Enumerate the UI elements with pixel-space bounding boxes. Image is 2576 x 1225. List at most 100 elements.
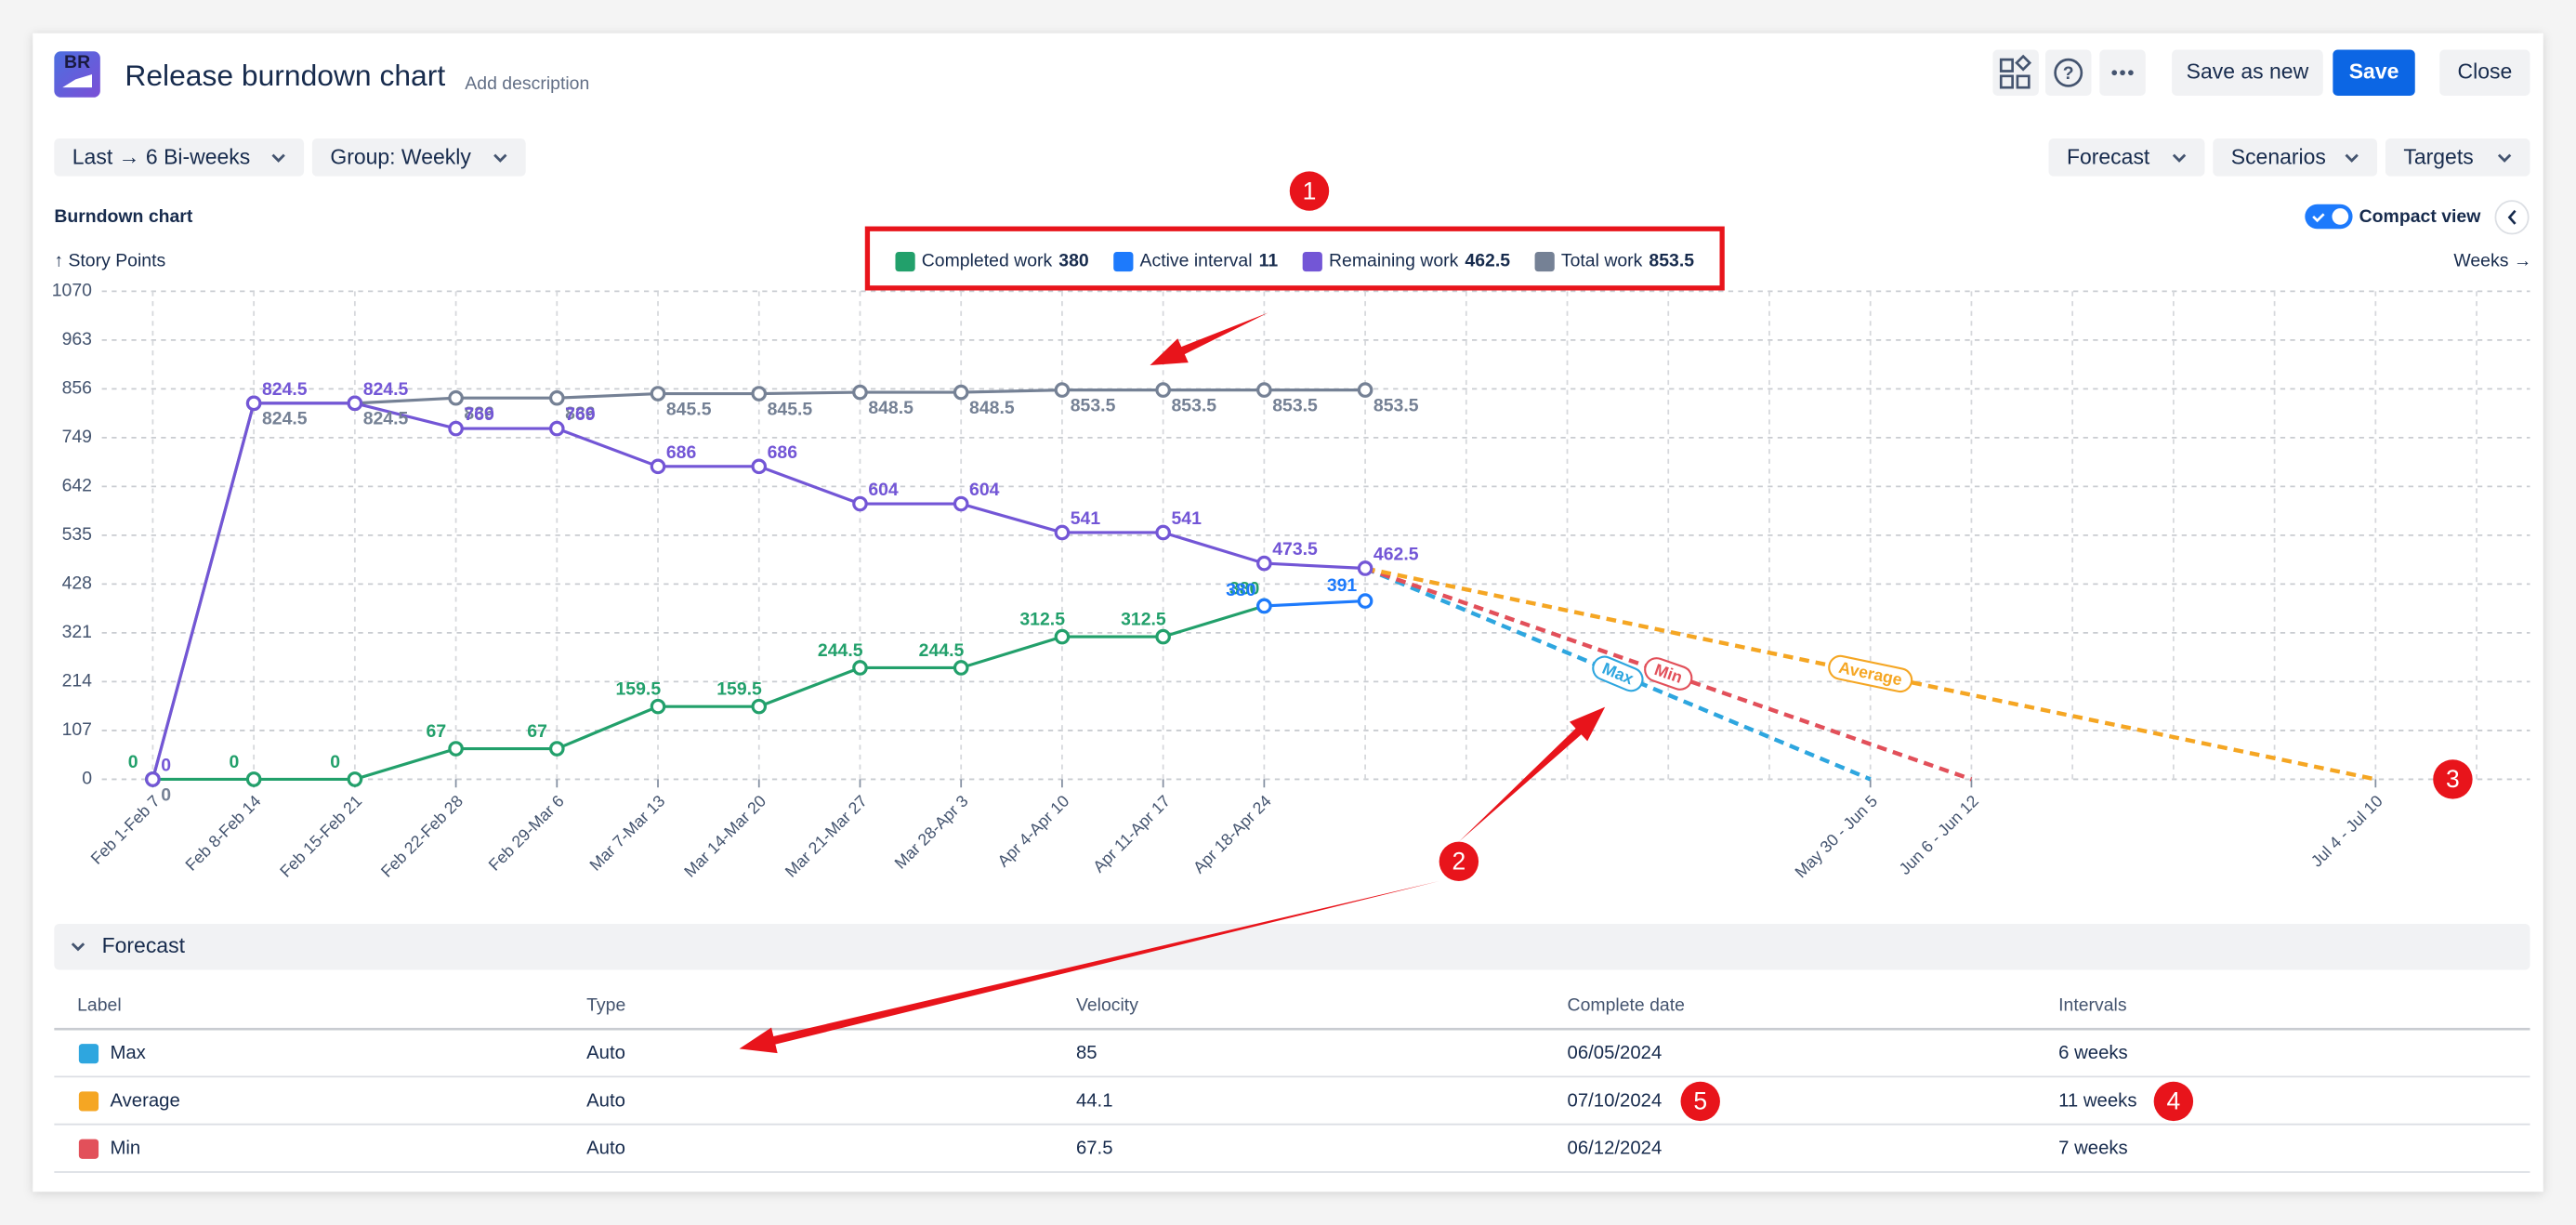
data-point bbox=[347, 395, 363, 412]
header-button[interactable] bbox=[2333, 49, 2415, 97]
legend-swatch bbox=[1113, 251, 1134, 272]
data-point bbox=[448, 741, 464, 757]
data-label: 848.5 bbox=[969, 398, 1015, 418]
page-title: Release burndown chart bbox=[125, 59, 445, 92]
data-point bbox=[347, 771, 363, 787]
data-label: 769 bbox=[565, 404, 596, 425]
annotation-box bbox=[864, 226, 1725, 291]
data-label: 0 bbox=[230, 752, 240, 772]
data-label: 159.5 bbox=[615, 679, 661, 700]
annotation-badge bbox=[1289, 171, 1330, 211]
data-point bbox=[650, 386, 666, 402]
legend-label: Remaining work bbox=[1329, 251, 1459, 271]
toggle-knob bbox=[2332, 208, 2349, 225]
grid-icon bbox=[1999, 54, 2032, 89]
legend-label: Completed work bbox=[922, 251, 1053, 271]
data-label: 67 bbox=[427, 721, 447, 742]
dropdown-label[interactable]: Last → 6 Bi-weeks bbox=[72, 144, 250, 168]
data-label: 836 bbox=[565, 403, 596, 424]
annotation-arrow bbox=[1150, 312, 1268, 365]
y-tick-label: 428 bbox=[62, 573, 92, 594]
annotation-arrow bbox=[1458, 706, 1606, 842]
header-button-label[interactable]: Close bbox=[2458, 59, 2513, 83]
data-point bbox=[548, 420, 565, 437]
header-button[interactable] bbox=[2172, 49, 2323, 97]
data-label: 67 bbox=[527, 721, 547, 742]
data-label: 604 bbox=[969, 480, 1000, 500]
table-cell: 67.5 bbox=[1076, 1139, 1113, 1159]
toggle-label: Compact view bbox=[2359, 206, 2482, 227]
data-label: 845.5 bbox=[666, 399, 712, 419]
dropdown-label[interactable]: Forecast bbox=[2067, 144, 2150, 168]
data-label: 853.5 bbox=[1373, 395, 1419, 415]
help-glyph: ? bbox=[2063, 63, 2074, 84]
forecast-tag-bg bbox=[1592, 655, 1644, 692]
y-tick-label: 1070 bbox=[52, 281, 92, 301]
icon-button[interactable] bbox=[2044, 49, 2092, 97]
table-cell: 7 weeks bbox=[2058, 1139, 2128, 1159]
data-point bbox=[1155, 628, 1171, 645]
x-axis-label: Weeks → bbox=[2453, 251, 2531, 271]
annotation-badge bbox=[2433, 759, 2473, 799]
data-point bbox=[1256, 598, 1272, 614]
data-label: 380 bbox=[1226, 580, 1256, 600]
table-cell: 11 weeks bbox=[2058, 1090, 2136, 1111]
annotation-number: 4 bbox=[2167, 1087, 2181, 1115]
dropdown-label[interactable]: Targets bbox=[2403, 144, 2473, 168]
forecast-tag: Min bbox=[1644, 657, 1693, 691]
header-button[interactable] bbox=[2439, 49, 2530, 97]
legend-value: 462.5 bbox=[1465, 251, 1510, 271]
table-cell: Auto bbox=[586, 1139, 625, 1159]
data-label: 686 bbox=[666, 442, 697, 463]
data-point bbox=[1054, 382, 1071, 398]
dropdown[interactable] bbox=[311, 138, 526, 177]
y-tick-label: 0 bbox=[82, 769, 92, 789]
dropdown-label[interactable]: Group: Weekly bbox=[330, 144, 471, 168]
data-point bbox=[751, 386, 768, 402]
chevron bbox=[271, 153, 285, 163]
header-button-label[interactable]: Save bbox=[2349, 59, 2399, 83]
chevron bbox=[2345, 153, 2359, 163]
data-label: 824.5 bbox=[363, 409, 409, 429]
data-point bbox=[1256, 382, 1272, 398]
data-point bbox=[1357, 560, 1373, 576]
dropdown[interactable] bbox=[2048, 138, 2205, 177]
table-header: Type bbox=[586, 995, 625, 1016]
table-cell: 6 weeks bbox=[2058, 1043, 2128, 1063]
y-tick-label: 749 bbox=[62, 427, 92, 447]
dropdown[interactable] bbox=[54, 138, 305, 177]
y-tick-label: 214 bbox=[62, 671, 93, 692]
chevron bbox=[2497, 153, 2512, 163]
data-label: 853.5 bbox=[1171, 395, 1216, 415]
data-label: 686 bbox=[768, 442, 798, 463]
add-description[interactable]: Add description bbox=[465, 73, 589, 94]
card bbox=[33, 33, 2543, 1192]
header-button-label[interactable]: Save as new bbox=[2187, 59, 2309, 83]
annotation-badge bbox=[1680, 1081, 1720, 1122]
series-line bbox=[152, 604, 1265, 782]
section-header[interactable] bbox=[54, 924, 2530, 970]
panel-title: Burndown chart bbox=[54, 206, 193, 227]
annotation-arrow bbox=[739, 881, 1439, 1054]
more-dot bbox=[2111, 70, 2118, 76]
data-label: 824.5 bbox=[262, 409, 308, 429]
data-point bbox=[1054, 628, 1071, 645]
y-tick-label: 321 bbox=[62, 622, 92, 642]
data-label: 312.5 bbox=[1019, 610, 1065, 630]
table-header: Velocity bbox=[1076, 995, 1138, 1016]
dropdown-label[interactable]: Scenarios bbox=[2231, 144, 2326, 168]
data-label: 853.5 bbox=[1272, 395, 1318, 415]
dropdown[interactable] bbox=[2385, 138, 2530, 177]
data-point bbox=[1155, 524, 1171, 541]
y-tick-label: 535 bbox=[62, 524, 92, 545]
table-header: Intervals bbox=[2058, 995, 2127, 1016]
toggle-check bbox=[2312, 213, 2325, 223]
data-label: 824.5 bbox=[262, 379, 308, 400]
dropdown[interactable] bbox=[2213, 138, 2378, 177]
y-axis-label: ↑ Story Points bbox=[54, 251, 165, 271]
collapse-button[interactable] bbox=[2494, 200, 2530, 235]
icon-button[interactable] bbox=[1992, 49, 2039, 97]
table-cell: 85 bbox=[1076, 1043, 1097, 1063]
data-label: 462.5 bbox=[1373, 544, 1419, 564]
